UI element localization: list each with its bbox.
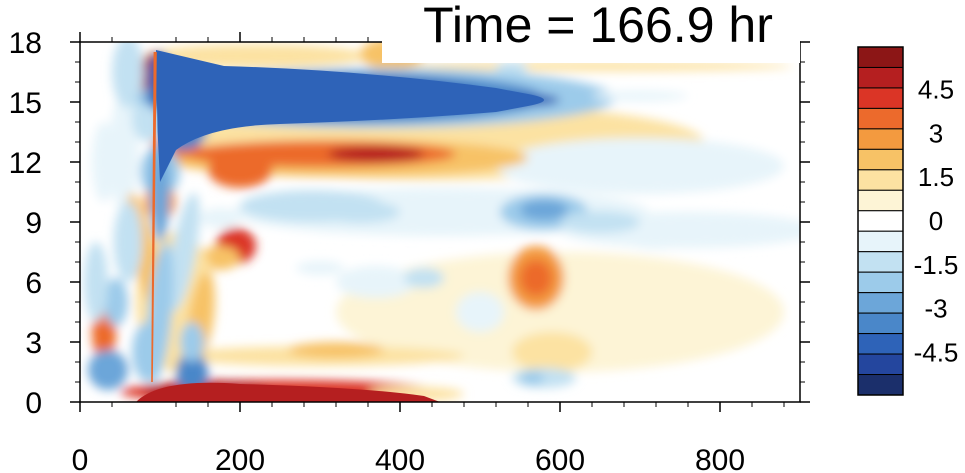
colorbar-swatch [857, 353, 904, 376]
y-tick-label: 3 [25, 327, 42, 360]
contour-blob [336, 266, 416, 298]
y-tick-label: 9 [25, 207, 42, 240]
contour-blob [496, 62, 528, 74]
contour-blob [112, 42, 144, 108]
colorbar-swatch [857, 230, 904, 253]
colorbar-frame [857, 46, 904, 396]
contour-blob [336, 252, 784, 372]
x-tick-label: 200 [215, 444, 265, 473]
colorbar-swatch [857, 148, 904, 171]
contour-blob [520, 200, 568, 220]
contour-blob [496, 138, 784, 194]
contour-blob [88, 350, 128, 390]
contour-blob [320, 201, 400, 223]
contour-blob [180, 322, 204, 362]
contour-blob [132, 322, 164, 382]
x-tick-label: 400 [375, 444, 425, 473]
colorbar-swatch [857, 292, 904, 314]
contour-blob [328, 146, 424, 162]
colorbar-swatch [857, 210, 904, 232]
x-tick-label: 600 [535, 444, 585, 473]
field-blobs [84, 42, 800, 402]
field-cores [136, 50, 544, 402]
contour-blob [113, 202, 143, 282]
contour-blob [92, 122, 116, 202]
x-tick-label: 0 [72, 444, 89, 473]
y-tick-label: 12 [9, 147, 42, 180]
colorbar-swatch [857, 312, 904, 335]
contour-blob [208, 152, 272, 188]
colorbar-label: -1.5 [914, 250, 959, 280]
title-background [382, 0, 800, 63]
contour-blob [200, 208, 240, 228]
contour-blob [296, 261, 344, 275]
colorbar-swatch [857, 46, 904, 68]
colorbar-label: -4.5 [914, 338, 959, 368]
colorbar-swatch [857, 128, 904, 150]
colorbar-swatch [857, 169, 904, 191]
narrow-streak [151, 52, 157, 382]
contour-blob [512, 332, 592, 372]
contour-blob [560, 211, 640, 233]
low-level-core [136, 382, 440, 402]
colorbar: 4.5 3 1.5 0 -1.5 -3 -4.5 [857, 46, 959, 396]
axes: 0 200 400 600 800 0 3 6 9 12 15 18 [9, 27, 810, 473]
colorbar-swatch [857, 271, 904, 294]
contour-blob [104, 278, 128, 326]
chart-title: Time = 166.9 hr [423, 0, 773, 53]
contour-blob [592, 91, 688, 101]
colorbar-label: 1.5 [918, 162, 954, 192]
colorbar-swatch [857, 251, 904, 273]
contour-blob [109, 92, 139, 212]
colorbar-label: -3 [924, 294, 947, 324]
contour-blob [168, 192, 200, 312]
contour-field [80, 42, 800, 402]
contour-blob [200, 246, 240, 270]
contour-blob [84, 242, 108, 322]
contour-blob [456, 292, 504, 332]
contour-blob [520, 260, 552, 296]
contour-blob [288, 342, 384, 358]
x-tick-label: 800 [695, 444, 745, 473]
contour-blob [624, 231, 688, 249]
contour-blob [520, 371, 544, 385]
colorbar-swatch [857, 374, 904, 396]
colorbar-swatch [857, 87, 904, 109]
colorbar-swatch [857, 333, 904, 355]
contour-blob [404, 268, 444, 288]
jet-core [156, 50, 544, 182]
contour-blob [176, 352, 208, 392]
y-tick-label: 15 [9, 87, 42, 120]
y-tick-label: 6 [25, 267, 42, 300]
colorbar-swatch [857, 189, 904, 212]
colorbar-swatch [857, 66, 904, 89]
y-tick-label: 18 [9, 27, 42, 60]
colorbar-swatch [857, 107, 904, 130]
y-tick-label: 0 [25, 387, 42, 420]
colorbar-label: 3 [929, 118, 943, 148]
colorbar-label: 4.5 [918, 74, 954, 104]
colorbar-label: 0 [929, 206, 943, 236]
